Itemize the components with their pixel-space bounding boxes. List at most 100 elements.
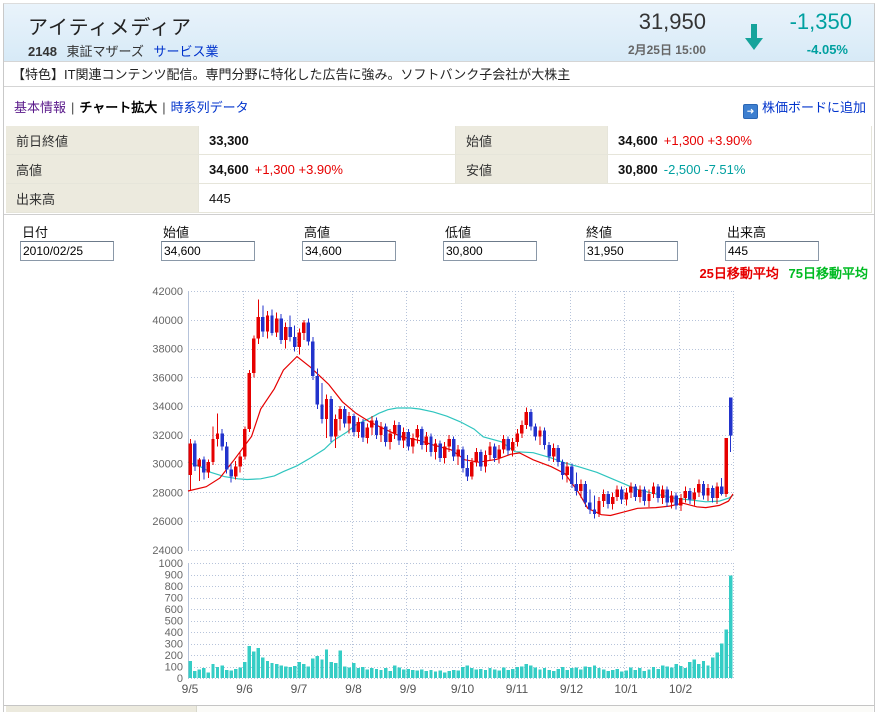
candle-body — [556, 447, 560, 463]
volume-bar — [220, 665, 224, 678]
axis-label: 0 — [177, 673, 183, 685]
candle-body — [588, 502, 592, 510]
series-input-4[interactable] — [584, 241, 678, 261]
axis-label: 24000 — [152, 545, 183, 557]
candle-body — [365, 427, 370, 438]
volume-bar — [615, 668, 619, 678]
volume-bar — [474, 669, 479, 678]
nav-separator: | — [71, 100, 75, 115]
axis-label: 600 — [165, 604, 183, 616]
candle-body — [592, 509, 597, 514]
volume-bar — [561, 667, 565, 678]
volume-bar — [651, 667, 656, 678]
volume-bar — [660, 665, 665, 678]
x-tick-label: 9/9 — [400, 682, 417, 696]
candle-body — [606, 493, 610, 504]
candle-body — [274, 318, 279, 333]
volume-bar — [533, 667, 538, 678]
volume-bar — [238, 667, 242, 678]
quote-value: 34,600 +1,300 +3.90% — [199, 155, 456, 183]
volume-bar — [365, 669, 370, 678]
volume-bar — [710, 657, 715, 678]
volume-bar — [347, 667, 351, 678]
axis-label: 300 — [165, 639, 183, 651]
volume-bar — [470, 668, 474, 678]
volume-bar — [479, 668, 483, 678]
axis-label: 32000 — [152, 430, 183, 442]
candle-body — [697, 483, 701, 493]
candle-body — [474, 452, 479, 463]
x-tick-label: 9/12 — [560, 682, 584, 696]
nav-basic-info[interactable]: 基本情報 — [14, 100, 67, 115]
volume-bar — [197, 669, 202, 678]
quote-label: 前日終値 — [6, 126, 199, 154]
add-board-link[interactable]: 株価ボードに追加 — [761, 100, 866, 115]
series-input-5[interactable] — [725, 241, 819, 261]
candle-body — [270, 315, 274, 333]
volume-bar — [492, 669, 497, 678]
volume-bar — [597, 668, 601, 678]
volume-bar — [556, 668, 560, 678]
candle-body — [392, 424, 397, 434]
stock-exchange: 東証マザーズ — [66, 44, 144, 59]
next-table-top-border — [4, 705, 874, 706]
candle-body — [442, 446, 447, 458]
volume-bar — [343, 666, 347, 678]
stock-header: アイティメディア 2148 東証マザーズ サービス業 31,950 2月25日 … — [4, 4, 874, 61]
candle-body — [524, 411, 529, 425]
candle-body — [379, 426, 383, 435]
volume-bar — [265, 660, 270, 679]
series-input-wrap — [725, 241, 819, 261]
series-input-2[interactable] — [302, 241, 396, 261]
axis-label: 30000 — [152, 459, 183, 471]
candle-body — [202, 459, 206, 473]
series-input-1[interactable] — [161, 241, 255, 261]
candle-body — [515, 433, 519, 442]
candle-body — [706, 488, 710, 496]
volume-bar — [692, 659, 697, 678]
candle-body — [370, 420, 374, 428]
series-input-3[interactable] — [443, 241, 537, 261]
quote-value: 33,300 — [199, 126, 456, 154]
volume-bar — [570, 668, 574, 678]
volume-bar — [706, 665, 710, 678]
ma-legend: 25日移動平均 75日移動平均 — [699, 263, 868, 282]
candle-body — [424, 436, 429, 445]
quote-value: 445 — [199, 184, 872, 212]
volume-bar — [465, 665, 469, 678]
series-input-wrap — [443, 241, 537, 261]
candle-body — [724, 437, 728, 494]
candle-body — [361, 421, 365, 438]
axis-label: 700 — [165, 593, 183, 605]
nav-time-series[interactable]: 時系列データ — [170, 100, 249, 115]
volume-bar — [356, 668, 360, 678]
candle-body — [193, 443, 197, 467]
candle-body — [447, 439, 451, 447]
x-tick-label: 9/5 — [182, 682, 199, 696]
volume-bar — [688, 661, 692, 678]
industry-link[interactable]: サービス業 — [153, 44, 219, 59]
chart-svg: 24000 26000 28000 30000 32000 34000 36000 38000… — [152, 286, 734, 696]
volume-bar — [202, 668, 206, 678]
next-table-label-cell — [6, 706, 197, 712]
volume-bar — [293, 665, 297, 678]
series-column-header: 終値 — [586, 225, 613, 240]
volume-bar — [606, 671, 610, 678]
volume-bar — [683, 668, 687, 678]
x-tick-label: 9/6 — [236, 682, 253, 696]
candle-body — [520, 424, 524, 434]
ma75-line — [187, 407, 734, 503]
volume-bar — [497, 670, 501, 678]
add-to-board[interactable]: ➜ 株価ボードに追加 — [742, 97, 866, 119]
volume-bar — [215, 667, 220, 678]
series-input-0[interactable] — [20, 241, 114, 261]
candle-body — [715, 486, 719, 499]
candle-body — [279, 318, 283, 340]
volume-bar — [506, 669, 510, 678]
volume-bar — [488, 668, 492, 678]
volume-bar — [193, 671, 197, 678]
candle-body — [397, 424, 401, 441]
volume-bar — [438, 670, 442, 678]
volume-bar — [333, 663, 338, 678]
volume-bar — [315, 656, 320, 678]
